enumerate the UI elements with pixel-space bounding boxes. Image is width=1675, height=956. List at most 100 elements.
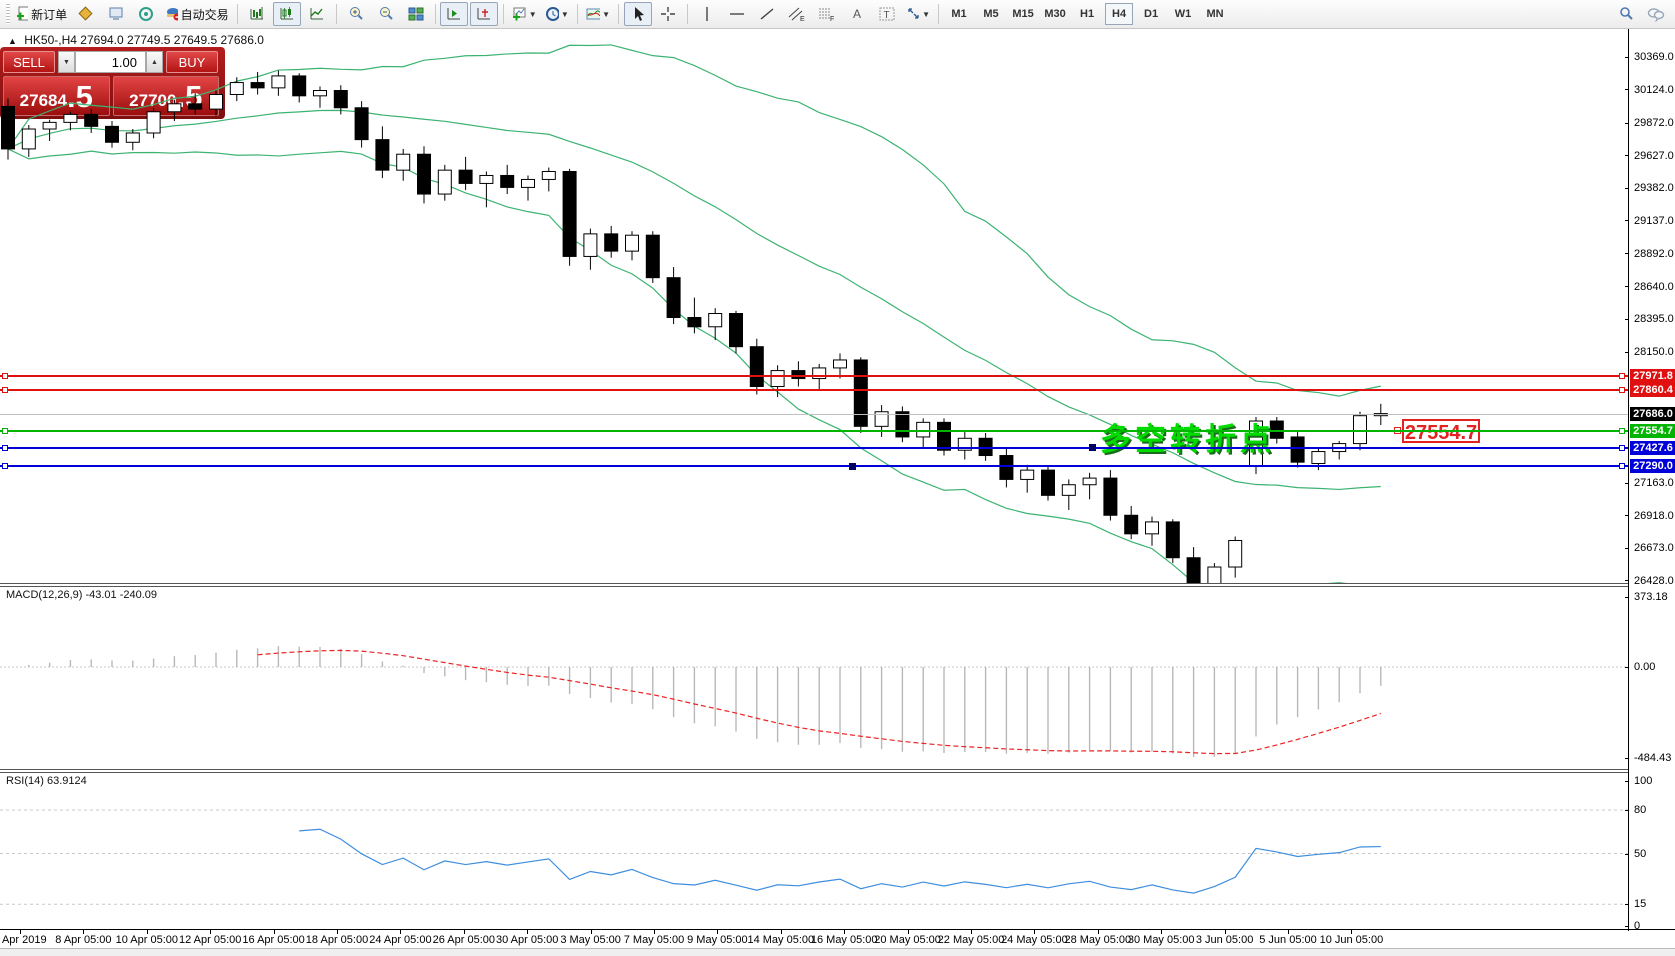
zoom-in-button[interactable] xyxy=(342,2,370,26)
profiles-button[interactable]: ▼ xyxy=(542,2,572,26)
time-axis-label[interactable]: 26 Apr 05:00 xyxy=(432,934,495,946)
rsi-panel-canvas[interactable] xyxy=(0,772,1628,930)
time-axis-label[interactable]: 8 Apr 05:00 xyxy=(55,934,112,946)
crosshair-button[interactable] xyxy=(654,2,682,26)
horizontal-line-27860.4[interactable] xyxy=(0,389,1628,392)
timeframe-button-m15[interactable]: M15 xyxy=(1012,8,1034,20)
time-axis-label[interactable]: 3 Apr 2019 xyxy=(0,934,47,946)
time-axis-label[interactable]: 10 Jun 05:00 xyxy=(1319,934,1384,946)
search-button[interactable] xyxy=(1612,2,1640,26)
line-left-handle[interactable] xyxy=(2,463,8,470)
line-price-label: 27971.8 xyxy=(1630,368,1675,383)
tile-windows-button[interactable] xyxy=(402,2,430,26)
time-axis-label[interactable]: 12 Apr 05:00 xyxy=(178,934,242,946)
candle xyxy=(209,90,223,116)
volume-down-button[interactable]: ▼ xyxy=(58,51,75,73)
timeframe-button-h4[interactable]: H4 xyxy=(1105,3,1134,25)
line-right-handle[interactable] xyxy=(1619,387,1625,394)
bar-chart-button[interactable] xyxy=(243,2,271,26)
market-watch-button[interactable] xyxy=(72,2,100,26)
time-axis-label[interactable]: 3 May 05:00 xyxy=(560,934,621,946)
price-axis-tick xyxy=(1625,56,1629,58)
main-chart-canvas[interactable] xyxy=(0,30,1628,583)
line-left-handle[interactable] xyxy=(2,428,8,434)
time-axis-label[interactable]: 16 May 05:00 xyxy=(810,934,878,946)
timeframe-button-m30[interactable]: M30 xyxy=(1044,8,1066,20)
svg-text:F: F xyxy=(830,16,834,22)
time-axis-label[interactable]: 7 May 05:00 xyxy=(623,934,685,946)
vertical-line-button[interactable] xyxy=(693,2,721,26)
candle xyxy=(874,405,889,437)
chart-annotation-text[interactable]: 多空转折点 xyxy=(1100,422,1275,457)
svg-text:A: A xyxy=(853,7,861,21)
line-chart-button[interactable] xyxy=(303,2,331,26)
line-right-handle[interactable] xyxy=(1619,444,1625,451)
line-middle-handle[interactable] xyxy=(849,462,856,470)
text-button[interactable]: A xyxy=(843,2,871,26)
buy-button[interactable]: BUY xyxy=(166,51,218,73)
timeframe-button-h1[interactable]: H1 xyxy=(1080,8,1095,20)
candlestick-chart-button[interactable] xyxy=(272,2,301,26)
macd-panel-canvas[interactable] xyxy=(0,586,1628,769)
bollinger-middle-band xyxy=(7,109,1381,491)
equidistant-channel-button[interactable]: E xyxy=(783,2,811,26)
time-axis-label[interactable]: 20 May 05:00 xyxy=(874,934,941,946)
auto-scroll-button[interactable] xyxy=(440,2,469,26)
horizontal-line-button[interactable] xyxy=(723,2,751,26)
zoom-out-button[interactable] xyxy=(372,2,400,26)
volume-up-button[interactable]: ▲ xyxy=(146,51,163,73)
time-axis-label[interactable]: 10 Apr 05:00 xyxy=(115,934,178,946)
time-axis-label[interactable]: 24 Apr 05:00 xyxy=(369,934,432,946)
arrows-button[interactable]: ▼ xyxy=(903,2,933,26)
panel-separator[interactable] xyxy=(0,769,1628,770)
chat-button[interactable] xyxy=(1642,2,1670,26)
autotrading-button[interactable]: 自动交易 xyxy=(162,2,232,26)
collapse-triangle-icon[interactable]: ▲ xyxy=(8,36,17,46)
timeframe-button-m1[interactable]: M1 xyxy=(951,8,967,20)
indicators-button[interactable]: ▼ xyxy=(583,2,613,26)
volume-input[interactable]: 1.00 xyxy=(75,51,146,73)
timeframe-button-w1[interactable]: W1 xyxy=(1174,8,1192,20)
text-label-button[interactable]: T xyxy=(873,2,901,26)
time-axis-label[interactable]: 30 May 05:00 xyxy=(1127,934,1195,946)
time-axis-label[interactable]: 18 Apr 05:00 xyxy=(305,934,369,946)
macd-axis-tick xyxy=(1625,667,1629,668)
line-left-handle[interactable] xyxy=(2,372,8,379)
strategy-tester-button[interactable] xyxy=(132,2,160,26)
time-axis-label[interactable]: 28 May 05:00 xyxy=(1064,934,1132,946)
horizontal-line-27554.7[interactable] xyxy=(0,430,1628,432)
time-axis-label[interactable]: 9 May 05:00 xyxy=(687,934,748,946)
new-order-button[interactable]: 新订单 xyxy=(13,2,70,26)
line-right-handle[interactable] xyxy=(1619,463,1625,470)
line-left-handle[interactable] xyxy=(2,444,8,451)
time-axis-label[interactable]: 30 Apr 05:00 xyxy=(495,934,559,946)
trendline-button[interactable] xyxy=(753,2,781,26)
time-axis-label[interactable]: 3 Jun 05:00 xyxy=(1195,934,1254,946)
line-left-handle[interactable] xyxy=(2,387,8,394)
timeframe-button-d1[interactable]: D1 xyxy=(1144,8,1159,20)
cursor-button[interactable] xyxy=(623,2,652,26)
line-right-handle[interactable] xyxy=(1619,428,1625,434)
time-axis-label[interactable]: 16 Apr 05:00 xyxy=(242,934,305,946)
fibonacci-button[interactable]: F xyxy=(813,2,841,26)
time-axis-label[interactable]: 22 May 05:00 xyxy=(937,934,1005,946)
line-right-handle[interactable] xyxy=(1619,372,1625,379)
sell-button[interactable]: SELL xyxy=(3,51,55,73)
new-chart-button[interactable]: ▼ xyxy=(509,2,539,26)
terminal-button[interactable] xyxy=(102,2,130,26)
sell-price-button[interactable]: 27684 .5 xyxy=(3,76,110,116)
timeframe-button-m5[interactable]: M5 xyxy=(983,8,999,20)
horizontal-line-27971.8[interactable] xyxy=(0,374,1628,377)
line-middle-handle[interactable] xyxy=(1089,444,1096,452)
time-axis-label[interactable]: 14 May 05:00 xyxy=(747,934,815,946)
time-axis-label[interactable]: 5 Jun 05:00 xyxy=(1259,934,1317,946)
panel-separator[interactable] xyxy=(0,583,1628,584)
horizontal-line-27427.6[interactable] xyxy=(0,446,1628,449)
time-axis-label[interactable]: 24 May 05:00 xyxy=(1001,934,1068,946)
time-axis-tick xyxy=(844,930,846,934)
price-axis[interactable] xyxy=(1628,29,1629,931)
timeframe-button-mn[interactable]: MN xyxy=(1206,8,1224,20)
chart-shift-button[interactable] xyxy=(470,2,499,26)
horizontal-line-27290.0[interactable] xyxy=(0,465,1628,468)
